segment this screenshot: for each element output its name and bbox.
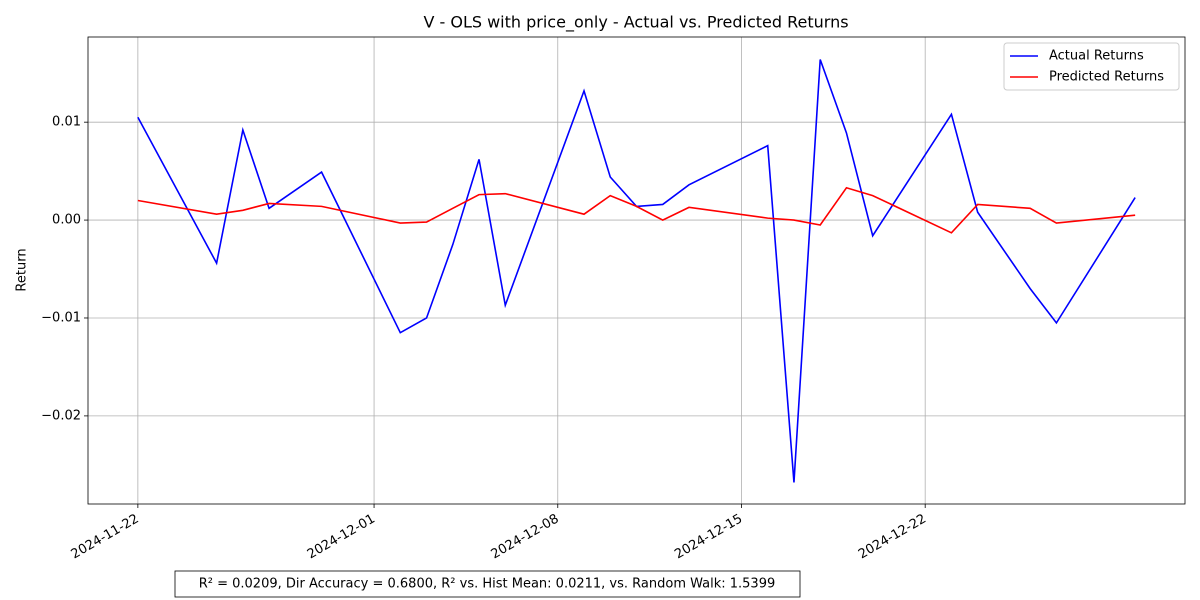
annotation-box bbox=[174, 570, 801, 598]
data-line bbox=[137, 186, 1136, 234]
plot-frame bbox=[87, 36, 1186, 505]
legend-box bbox=[1003, 42, 1180, 91]
data-line bbox=[137, 59, 1136, 483]
x-tick-label: 2024-12-08 bbox=[489, 512, 562, 563]
x-tick-label: 2024-12-22 bbox=[856, 512, 929, 563]
y-tick-label: −0.02 bbox=[41, 408, 81, 423]
y-tick-label: 0.00 bbox=[52, 213, 81, 228]
x-tick-label: 2024-12-01 bbox=[305, 512, 378, 563]
y-axis-label: Return bbox=[15, 248, 30, 291]
legend-label: Actual Returns bbox=[1049, 49, 1144, 64]
x-tick-label: 2024-12-15 bbox=[672, 512, 745, 563]
x-tick-label: 2024-11-22 bbox=[69, 512, 142, 563]
legend-label: Predicted Returns bbox=[1049, 70, 1164, 85]
y-tick-label: 0.01 bbox=[52, 115, 81, 130]
annotation: R² = 0.0209, Dir Accuracy = 0.6800, R² v… bbox=[199, 577, 776, 592]
chart-title: V - OLS with price_only - Actual vs. Pre… bbox=[423, 13, 848, 33]
y-tick-label: −0.01 bbox=[41, 310, 81, 325]
